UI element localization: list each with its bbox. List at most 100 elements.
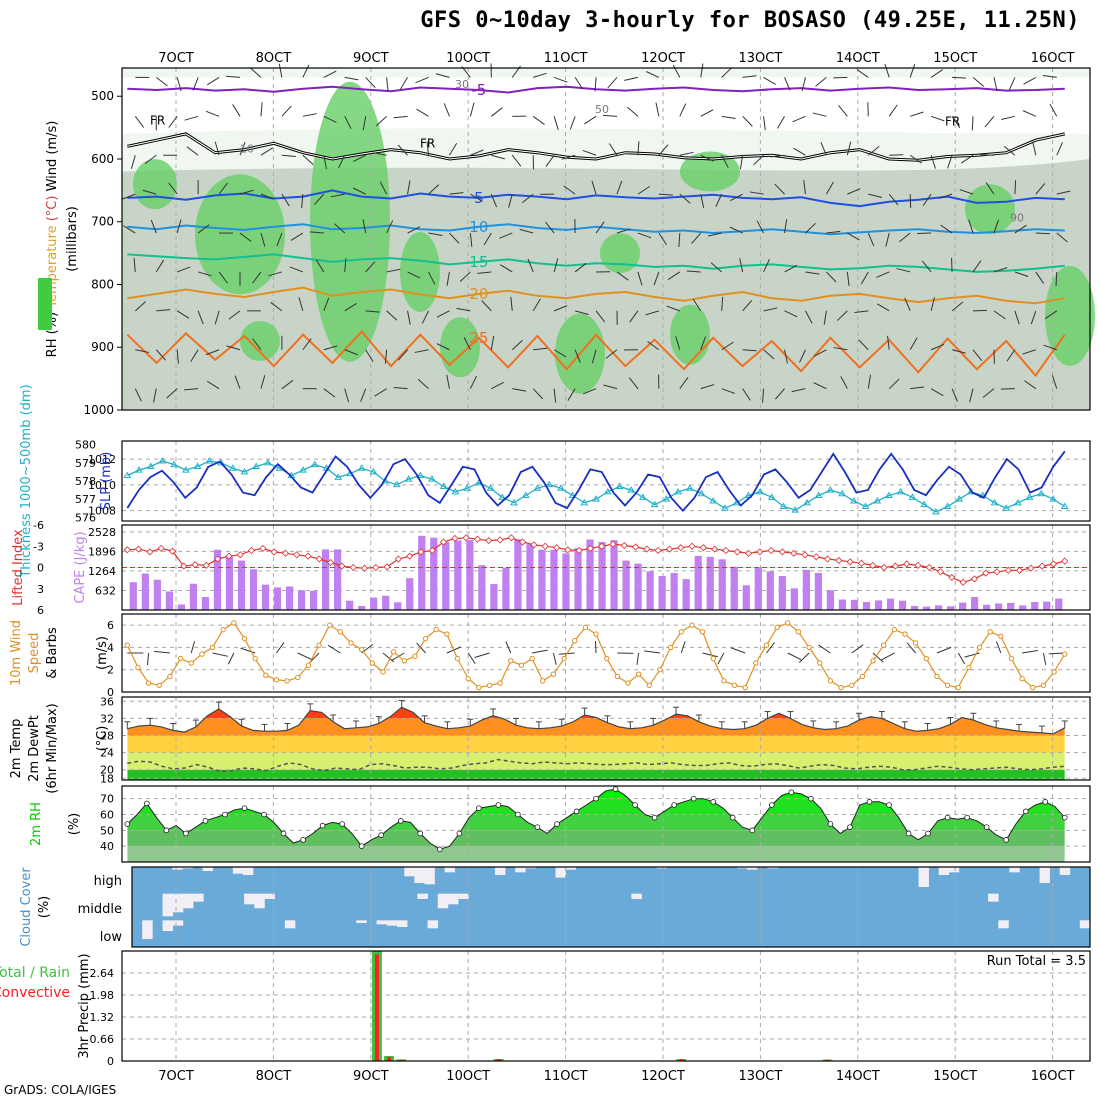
lifted-index-point: [847, 559, 853, 565]
date-label-bottom: 16OCT: [1031, 1069, 1075, 1084]
cape-bar: [490, 584, 497, 610]
wind-speed-point: [903, 632, 907, 636]
date-label-bottom: 13OCT: [739, 1069, 783, 1084]
cape-bar: [142, 574, 149, 610]
wind-speed-point: [359, 647, 363, 651]
rh2m-point: [125, 822, 130, 827]
temp-ylabel-right: (°C): [95, 726, 110, 752]
lifted-index-point: [158, 545, 164, 551]
lifted-index-point: [260, 545, 266, 551]
cape-bar: [1043, 602, 1050, 610]
rh2m-point: [808, 796, 813, 801]
li-tick-label: -3: [33, 540, 44, 553]
wind-speed-point: [423, 636, 427, 640]
cape-bar: [719, 559, 726, 610]
rh2m-point: [906, 831, 911, 836]
rh2m-point: [691, 796, 696, 801]
wind-speed-point: [988, 630, 992, 634]
lifted-index-point: [271, 549, 277, 555]
cloud-high-bar: [939, 867, 949, 875]
freezing-level-label: FR: [150, 113, 165, 127]
rh2m-point: [262, 812, 267, 817]
temp-ylabel-part: 2m DewPt: [27, 715, 42, 782]
rh2m-point: [535, 825, 540, 830]
upper-air-ylabel-right: (millibars): [65, 206, 80, 272]
cloud-low-bar: [173, 920, 183, 925]
thickness-tick-label: 578: [75, 475, 96, 488]
wind-speed-point: [274, 678, 278, 682]
rh2m-point: [711, 799, 716, 804]
rh2m-point: [144, 801, 149, 806]
cloud-high-bar: [1040, 867, 1050, 883]
cape-bar: [574, 548, 581, 610]
lifted-index-point: [768, 548, 774, 554]
cape-bar: [478, 565, 485, 610]
wind-barb: [532, 650, 548, 653]
rh2m-point: [965, 815, 970, 820]
date-label-top: 7OCT: [158, 51, 194, 66]
date-label-top: 9OCT: [353, 51, 389, 66]
wind-barb: [147, 653, 148, 665]
cape-bar: [334, 549, 341, 610]
rh-band: [127, 830, 1064, 846]
wind-speed-point: [818, 661, 822, 665]
wind-speed-point: [530, 656, 534, 660]
date-label-top: 15OCT: [933, 51, 977, 66]
precip-tick-label: 1.98: [90, 989, 115, 1002]
cape-bar: [647, 571, 654, 610]
cape-bar: [442, 542, 449, 610]
lifted-index-point: [542, 543, 548, 549]
rh2m-point: [1023, 809, 1028, 814]
cloud-middle-bar: [254, 894, 264, 909]
wind-speed-point: [1063, 652, 1067, 656]
upper-air-panel: 5006007008009001000-5510152025FRFRFR3050…: [38, 63, 1095, 417]
thickness-tick-label: 580: [75, 439, 96, 452]
thickness-line: [127, 461, 1065, 512]
wind-ylabel-right: (m/s): [95, 636, 110, 670]
temp-band: [127, 697, 1064, 718]
cape-bar: [659, 576, 666, 610]
wind-speed-point: [722, 679, 726, 683]
cape-bar: [262, 585, 269, 610]
wind-barb: [213, 653, 228, 656]
cloud-high-bar: [556, 867, 566, 878]
cape-bar: [887, 599, 894, 610]
rh2m-point: [750, 828, 755, 833]
rh-contour-label: 30: [455, 78, 469, 91]
wind-speed-point: [232, 621, 236, 625]
wind-barb: [731, 648, 745, 653]
cape-bar: [562, 553, 569, 610]
cape-bar: [1055, 599, 1062, 610]
wind-speed-point: [306, 663, 310, 667]
lifted-index-point: [734, 549, 740, 555]
cloud-middle-bar: [438, 894, 448, 909]
cape-bar: [971, 597, 978, 610]
cloud-high-bar: [424, 867, 434, 884]
cape-tick-label: 2528: [88, 526, 116, 539]
wind-barb: [328, 645, 340, 653]
wind-barb: [1043, 653, 1045, 665]
rh2m-point: [457, 831, 462, 836]
rh-tick-label: 70: [100, 793, 114, 806]
wind-speed-point: [700, 630, 704, 634]
cape-bar: [298, 590, 305, 610]
cape-bar: [178, 604, 185, 610]
cloud-middle-bar: [631, 894, 641, 899]
wind-speed-point: [391, 650, 395, 654]
wind-speed-point: [839, 685, 843, 689]
cape-bar: [406, 578, 413, 610]
cloud-low-bar: [397, 920, 407, 927]
slp-ylabel: SLP (mb): [99, 452, 114, 511]
wind-speed-point: [221, 627, 225, 631]
wind-speed-point: [615, 674, 619, 678]
lifted-index-point: [621, 543, 627, 549]
isotherm-label: 20: [469, 285, 488, 303]
rh-band: [127, 815, 1064, 831]
cloud-high-bar: [1009, 867, 1019, 872]
cape-bar: [875, 600, 882, 610]
wind-speed-point: [146, 681, 150, 685]
wind-speed-point: [732, 683, 736, 687]
